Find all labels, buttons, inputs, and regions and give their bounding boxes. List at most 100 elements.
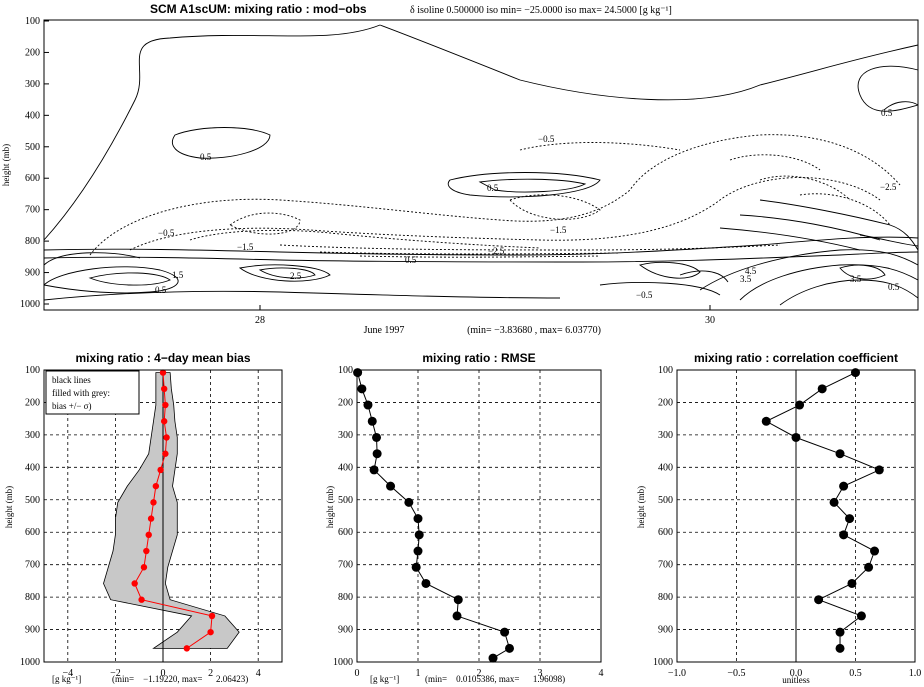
correlation-series-line xyxy=(765,372,881,649)
contour-y-tick-label: 100 xyxy=(25,16,40,27)
correlation-data-point xyxy=(795,400,805,410)
correlation-y-tick-label: 700 xyxy=(658,560,673,571)
contour-y-tick-label: 200 xyxy=(25,47,40,58)
rmse-y-tick-label: 500 xyxy=(338,495,353,506)
bias-stats: (min= −1.19220, max= 2.06423) xyxy=(112,674,248,684)
rmse-data-point xyxy=(500,627,510,637)
contour-label: 0.5 xyxy=(881,108,893,118)
contour-y-tick-label: 600 xyxy=(25,173,40,184)
correlation-y-tick-label: 900 xyxy=(658,625,673,636)
rmse-data-point xyxy=(413,546,423,556)
contour-label: 0.5 xyxy=(405,255,417,265)
contour-labels: 0.5 0.5 0.5 0.5 0.5 −0.5 −0.5 −1.5 −1.5 … xyxy=(155,108,900,300)
bias-y-tick-label: 400 xyxy=(25,462,40,473)
correlation-data-point xyxy=(817,384,827,394)
rmse-data-point xyxy=(413,514,423,524)
contour-label: −2.5 xyxy=(880,182,897,192)
correlation-y-tick-label: 100 xyxy=(658,365,673,376)
rmse-x-axis-label: [g kg⁻¹] xyxy=(370,674,399,684)
rmse-data-point xyxy=(372,449,382,459)
contour-x-tick-30: 30 xyxy=(705,315,715,326)
rmse-y-tick-label: 1000 xyxy=(333,657,353,668)
bias-legend: black lines filled with grey: bias +/− σ) xyxy=(45,370,140,415)
contour-label: −2.5 xyxy=(488,246,505,256)
bias-data-point xyxy=(162,450,169,457)
bias-data-point xyxy=(207,628,214,636)
correlation-data-point xyxy=(856,611,866,621)
contour-x-ticks: 28 30 xyxy=(255,305,715,326)
rmse-y-tick-label: 300 xyxy=(338,430,353,441)
correlation-x-tick-label: 0.5 xyxy=(849,668,862,679)
bias-panel: mixing ratio : 4−day mean bias height (m… xyxy=(4,351,283,684)
contour-label: −0.5 xyxy=(158,228,175,238)
bias-legend-text: bias +/− σ) xyxy=(52,401,92,411)
contour-label: 4.5 xyxy=(745,266,757,276)
bias-y-tick-label: 1000 xyxy=(20,657,40,668)
correlation-data-point xyxy=(761,416,771,426)
contour-title: SCM A1scUM: mixing ratio : mod−obs xyxy=(150,2,367,16)
correlation-data-point xyxy=(847,578,857,588)
contour-y-tick-label: 300 xyxy=(25,79,40,90)
contour-plot-frame xyxy=(43,19,919,311)
bias-x-tick-label: 2 xyxy=(208,668,213,679)
correlation-x-tick-label: 0.0 xyxy=(790,668,803,679)
correlation-data-point xyxy=(845,514,855,524)
bias-legend-box xyxy=(45,370,140,415)
rmse-x-tick-label: 1 xyxy=(416,668,421,679)
correlation-data-point xyxy=(814,595,824,605)
correlation-data-point xyxy=(835,627,845,637)
rmse-series-line xyxy=(357,372,511,659)
rmse-title: mixing ratio : RMSE xyxy=(422,351,535,365)
rmse-data-point xyxy=(363,400,373,410)
bias-y-tick-label: 300 xyxy=(25,430,40,441)
bias-data-point xyxy=(131,580,138,587)
bias-data-point xyxy=(159,369,167,376)
rmse-y-axis-label: height (mb) xyxy=(325,486,335,528)
rmse-data-point xyxy=(367,416,377,426)
correlation-y-tick-label: 200 xyxy=(658,397,673,408)
bias-data-point xyxy=(140,564,148,571)
contour-label: −1.5 xyxy=(237,242,254,252)
bias-legend-text: black lines xyxy=(52,375,91,385)
rmse-y-tick-label: 600 xyxy=(338,527,353,538)
bias-data-point xyxy=(145,531,152,539)
contour-label: −0.5 xyxy=(636,290,653,300)
correlation-data-point xyxy=(791,432,801,442)
correlation-data-point xyxy=(835,643,845,653)
contour-panel: SCM A1scUM: mixing ratio : mod−obs δ iso… xyxy=(1,2,919,336)
bias-y-tick-label: 800 xyxy=(25,592,40,603)
rmse-data-point xyxy=(453,595,463,605)
bias-data-point xyxy=(162,401,169,409)
correlation-x-tick-label: 1.0 xyxy=(909,668,922,679)
contour-label: 1.5 xyxy=(172,270,184,280)
correlation-data-point xyxy=(839,481,849,491)
contour-label: −0.5 xyxy=(538,134,555,144)
rmse-data-point xyxy=(488,653,498,663)
bias-data-point xyxy=(160,385,168,393)
contour-lines xyxy=(43,24,919,306)
rmse-y-tick-label: 100 xyxy=(338,365,353,376)
rmse-data-point xyxy=(421,578,431,588)
rmse-data-point xyxy=(404,497,414,507)
correlation-y-tick-label: 1000 xyxy=(653,657,673,668)
correlation-x-tick-label: −0.5 xyxy=(727,668,745,679)
bias-data-point xyxy=(157,466,164,474)
rmse-x-tick-label: 0 xyxy=(355,668,360,679)
contour-label: 0.5 xyxy=(200,152,212,162)
contour-label: 0.5 xyxy=(487,183,499,193)
bias-legend-text: filled with grey: xyxy=(52,388,110,398)
contour-label: 2.5 xyxy=(290,271,302,281)
bias-plot-frame xyxy=(43,369,283,663)
bias-y-tick-label: 500 xyxy=(25,495,40,506)
contour-y-ticks: 100 200 300 400 500 600 700 800 900 1000 xyxy=(20,16,49,310)
rmse-stats: (min= 0.0105386, max= 1.96098) xyxy=(425,674,565,684)
rmse-y-tick-label: 200 xyxy=(338,397,353,408)
correlation-data-point xyxy=(839,530,849,540)
contour-label: −1.5 xyxy=(550,225,567,235)
contour-label: 3.5 xyxy=(850,274,862,284)
correlation-y-tick-label: 400 xyxy=(658,462,673,473)
rmse-data-point xyxy=(353,368,363,378)
correlation-y-tick-label: 300 xyxy=(658,430,673,441)
correlation-data-point xyxy=(835,449,845,459)
